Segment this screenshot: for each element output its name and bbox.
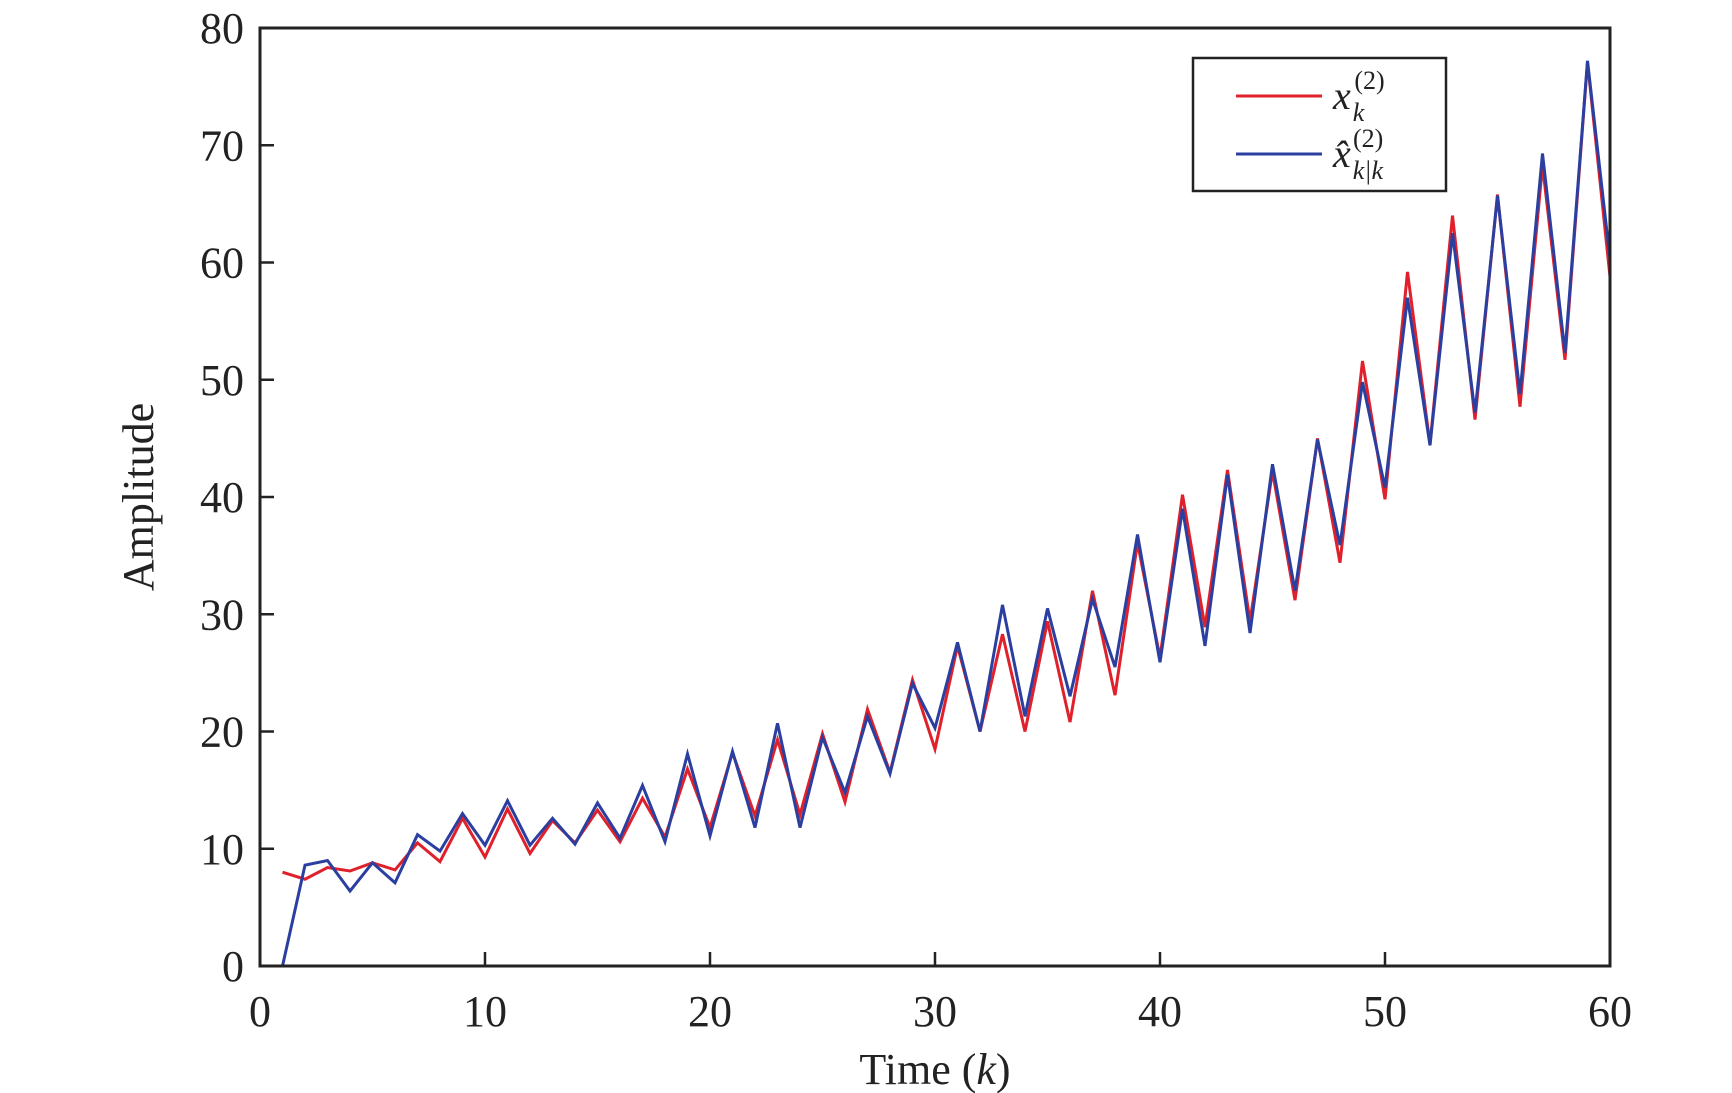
legend-label-sub: k|k [1353, 156, 1384, 185]
y-tick-label: 70 [200, 121, 244, 170]
y-tick-label: 80 [200, 4, 244, 53]
y-tick-label: 50 [200, 356, 244, 405]
x-axis-title-post: ) [996, 1045, 1011, 1093]
x-tick-label: 60 [1588, 987, 1632, 1036]
x-axis-title-pre: Time ( [859, 1045, 976, 1093]
series-layer [281, 60, 1612, 967]
plot-frame [258, 26, 1612, 968]
x-tick-labels: 0 10 20 30 40 50 60 [249, 987, 1632, 1036]
x-axis-title-var: k [976, 1045, 997, 1093]
legend-label-sup: (2) [1354, 66, 1384, 95]
x-axis-title: Time (k) [859, 1045, 1010, 1093]
legend-box [1191, 56, 1448, 193]
legend-label-sub: k [1353, 98, 1365, 127]
x-tick-label: 30 [913, 987, 957, 1036]
y-tick-label: 40 [200, 473, 244, 522]
y-tick-label: 60 [200, 239, 244, 288]
x-tick-label: 10 [463, 987, 507, 1036]
legend-label: xk (2) [1332, 66, 1385, 127]
y-tick-label: 10 [200, 825, 244, 874]
legend-label-base: x [1332, 73, 1351, 118]
y-tick-labels: 0 10 20 30 40 50 60 70 80 [200, 4, 244, 991]
x-tick-label: 0 [249, 987, 271, 1036]
legend-label-base: x̂ [1332, 131, 1351, 176]
y-axis-title: Amplitude [114, 403, 163, 591]
x-tick-label: 40 [1138, 987, 1182, 1036]
y-tick-label: 0 [222, 942, 244, 991]
legend-label-sup: (2) [1353, 124, 1383, 153]
legend: xk(2)x̂k|k(2) [1191, 56, 1448, 193]
y-tick-label: 20 [200, 708, 244, 757]
y-tick-label: 30 [200, 590, 244, 639]
x-tick-label: 50 [1363, 987, 1407, 1036]
series-line-2 [281, 60, 1612, 967]
x-tick-label: 20 [688, 987, 732, 1036]
legend-label: x̂k|k (2) [1332, 124, 1383, 185]
